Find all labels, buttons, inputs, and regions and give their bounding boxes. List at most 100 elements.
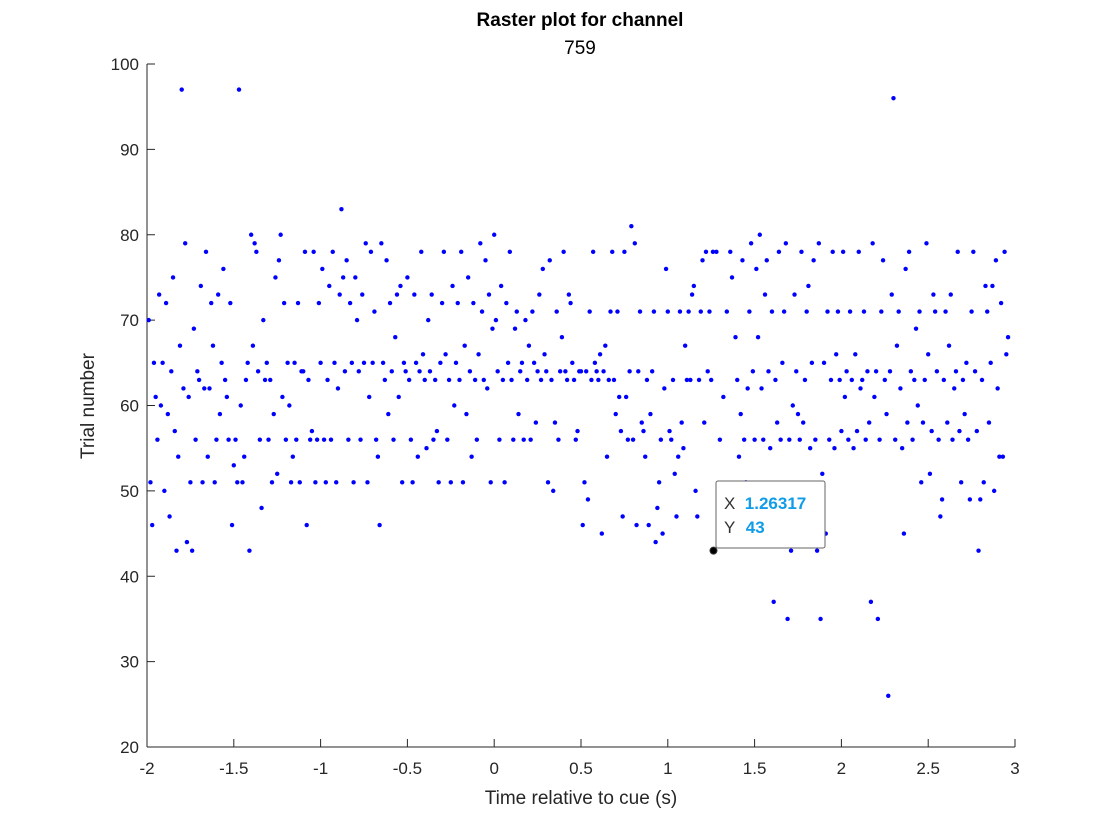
spike-point [648, 411, 653, 417]
spike-point [174, 548, 179, 553]
spike-point [196, 377, 202, 383]
spike-point [344, 258, 349, 263]
spike-point [535, 369, 540, 374]
datatip[interactable]: X 1.26317 Y 43 [709, 480, 826, 555]
spike-point [316, 300, 322, 306]
spike-point [894, 343, 900, 348]
spike-point [981, 480, 986, 485]
datatip-marker[interactable] [709, 546, 718, 555]
datatip-box [715, 480, 826, 549]
spike-point [898, 386, 903, 391]
spike-point [585, 497, 591, 502]
spike-point [738, 411, 743, 417]
spike-point [347, 300, 353, 306]
spike-point [261, 317, 266, 323]
spike-point [365, 480, 370, 485]
spike-point [179, 87, 184, 92]
spike-point [509, 377, 514, 383]
spike-point [342, 369, 348, 374]
spike-point [641, 428, 646, 434]
spike-point [813, 437, 818, 442]
spike-point [795, 411, 801, 417]
spike-point [394, 292, 400, 297]
spike-point [146, 317, 151, 323]
spike-point [254, 249, 259, 255]
spike-point [229, 522, 235, 528]
spike-point [866, 420, 872, 425]
y-tick-label: 70 [120, 311, 139, 330]
spike-point [214, 437, 219, 442]
spike-point [427, 369, 433, 374]
spike-point [167, 514, 172, 519]
spike-point [516, 411, 521, 417]
spike-point [955, 249, 960, 255]
spike-point [873, 369, 879, 374]
spike-point [967, 497, 973, 502]
spike-point [627, 369, 632, 374]
spike-point [927, 471, 933, 476]
spike-point [162, 488, 167, 494]
spike-point [670, 377, 676, 383]
spike-point [710, 249, 716, 255]
datatip-x-value: 1.26317 [745, 494, 806, 513]
x-axis-label: Time relative to cue (s) [485, 788, 678, 809]
spike-point [538, 377, 544, 383]
spike-point [842, 394, 848, 400]
spike-point [524, 377, 530, 383]
spike-point [153, 394, 158, 400]
spike-point [340, 275, 346, 280]
spike-point [452, 403, 457, 408]
spike-point [182, 241, 188, 246]
spike-point [747, 309, 752, 314]
spike-point [450, 283, 455, 289]
x-tick-label: 2 [837, 759, 846, 778]
spike-point [339, 206, 344, 212]
spike-point [306, 377, 311, 383]
spike-point [372, 309, 377, 314]
spike-point [462, 343, 467, 348]
spike-point [807, 445, 813, 451]
spike-point [636, 369, 641, 374]
spike-point [429, 292, 434, 297]
spike-point [932, 309, 938, 314]
spike-point [809, 360, 815, 366]
spike-point [426, 317, 431, 323]
spike-point [669, 437, 674, 442]
spike-point [1000, 454, 1006, 459]
spike-point [906, 249, 912, 255]
spike-point [361, 360, 367, 366]
spike-point [504, 300, 509, 306]
spike-point [396, 394, 401, 400]
spike-point [500, 377, 506, 383]
spike-point [207, 386, 212, 391]
spike-point [1004, 352, 1009, 357]
spike-point [653, 539, 658, 545]
x-tick-label: -1 [313, 759, 328, 778]
spike-point [375, 454, 381, 459]
spike-point [740, 258, 745, 263]
spike-point [436, 480, 441, 485]
spike-point [172, 428, 177, 434]
spike-point [644, 377, 650, 383]
spike-point [915, 403, 920, 408]
spike-point [788, 548, 794, 553]
spike-point [993, 258, 999, 263]
spike-point [571, 377, 577, 383]
spike-point [608, 309, 613, 314]
spike-point [150, 522, 155, 528]
spike-point [302, 249, 308, 255]
spike-point [354, 317, 360, 323]
spike-point [785, 616, 790, 622]
spike-point [840, 249, 846, 255]
spike-point [191, 326, 197, 331]
spike-point [953, 369, 959, 374]
spike-point [379, 241, 384, 246]
spike-point [288, 480, 294, 485]
spike-point [771, 599, 776, 605]
spike-point [606, 377, 611, 383]
spike-point [424, 445, 429, 451]
spike-point [926, 352, 931, 357]
spike-point [169, 369, 174, 374]
spike-point [408, 437, 414, 442]
spike-point [700, 258, 705, 263]
